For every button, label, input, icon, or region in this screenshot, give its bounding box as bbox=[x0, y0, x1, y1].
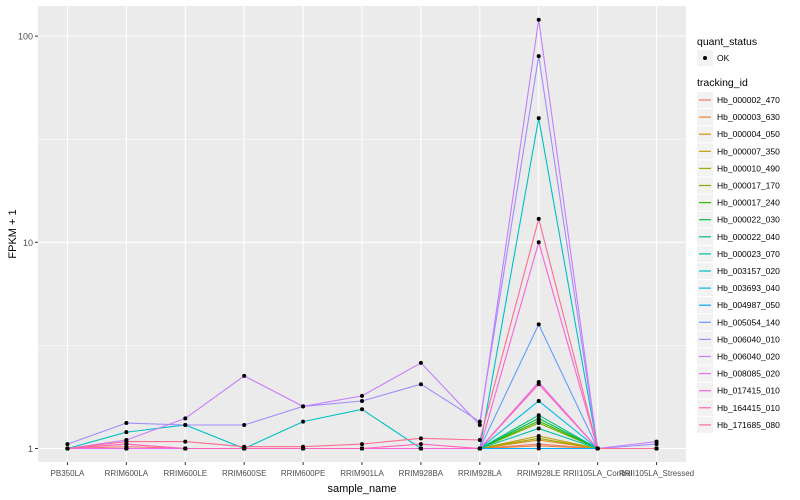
data-point bbox=[536, 240, 541, 245]
x-tick-label: RRIM928LE bbox=[517, 469, 561, 478]
legend-series-label: Hb_017415_010 bbox=[717, 386, 780, 396]
data-point bbox=[654, 446, 659, 451]
data-point bbox=[477, 446, 482, 451]
data-point bbox=[536, 398, 541, 403]
data-point bbox=[124, 446, 129, 451]
x-tick-label: RRIM901LA bbox=[340, 469, 384, 478]
x-tick-label: RRIM928BA bbox=[399, 469, 444, 478]
data-point bbox=[536, 382, 541, 387]
legend-series-label: Hb_000022_030 bbox=[717, 215, 780, 225]
legend-series-label: Hb_000003_630 bbox=[717, 112, 780, 122]
x-tick-label: RRIM600SE bbox=[222, 469, 266, 478]
data-point bbox=[536, 17, 541, 22]
data-point bbox=[360, 393, 364, 398]
legend-series-label: Hb_171685_080 bbox=[717, 420, 780, 430]
data-point bbox=[242, 373, 247, 378]
legend-series-label: Hb_000007_350 bbox=[717, 146, 780, 156]
x-axis: PB350LA RRIM600LA RRIM600LE RRIM600SE RRIM60… bbox=[51, 462, 694, 478]
data-point bbox=[360, 446, 364, 451]
x-tick-label: PB350LA bbox=[51, 469, 85, 478]
data-point bbox=[301, 444, 306, 449]
data-point bbox=[301, 404, 306, 409]
data-point bbox=[536, 216, 541, 221]
data-point bbox=[183, 423, 188, 428]
data-point bbox=[242, 423, 247, 428]
data-point bbox=[65, 446, 70, 451]
x-tick-label: RRII105LA_Stressed bbox=[619, 469, 694, 478]
data-point bbox=[536, 413, 541, 418]
legend-series-label: Hb_006040_020 bbox=[717, 352, 780, 362]
data-point bbox=[301, 419, 306, 424]
data-point bbox=[536, 426, 541, 431]
legend-point-symbol bbox=[703, 56, 707, 60]
x-tick-label: RRII105LA_Control bbox=[563, 469, 633, 478]
data-point bbox=[536, 116, 541, 121]
x-tick-label: RRIM928LA bbox=[458, 469, 502, 478]
legend-series-label: Hb_000022_040 bbox=[717, 232, 780, 242]
y-axis-title: FPKM + 1 bbox=[7, 209, 19, 258]
legend-series-label: Hb_164415_010 bbox=[717, 403, 780, 413]
data-point bbox=[477, 423, 482, 428]
data-point bbox=[418, 442, 423, 447]
data-point bbox=[65, 442, 70, 447]
legend-series-label: Hb_000017_170 bbox=[717, 181, 780, 191]
data-point bbox=[654, 439, 659, 444]
legend-series-label: Hb_003693_040 bbox=[717, 283, 780, 293]
data-points bbox=[65, 17, 659, 451]
legend-shape-label: OK bbox=[717, 53, 730, 63]
data-point bbox=[536, 436, 541, 441]
data-point bbox=[242, 444, 247, 449]
legend-series-label: Hb_000002_470 bbox=[717, 95, 780, 105]
legend-series-label: Hb_008085_020 bbox=[717, 369, 780, 379]
x-tick-label: RRIM600LA bbox=[105, 469, 149, 478]
grid bbox=[38, 6, 686, 462]
data-point bbox=[124, 439, 129, 444]
data-point bbox=[536, 54, 541, 59]
legend-series-label: Hb_000023_070 bbox=[717, 249, 780, 259]
data-point bbox=[536, 446, 541, 451]
legend-series-label: Hb_000017_240 bbox=[717, 198, 780, 208]
legend-series-label: Hb_004987_050 bbox=[717, 300, 780, 310]
y-tick-label: 10 bbox=[23, 238, 33, 248]
data-point bbox=[477, 419, 482, 424]
legend-series-label: Hb_005054_140 bbox=[717, 317, 780, 327]
legend-series-label: Hb_000004_050 bbox=[717, 129, 780, 139]
x-axis-title: sample_name bbox=[327, 483, 396, 495]
data-point bbox=[418, 382, 423, 387]
legend-series-label: Hb_000010_490 bbox=[717, 163, 780, 173]
data-point bbox=[360, 442, 364, 447]
y-axis: 1 10 100 bbox=[18, 32, 38, 454]
y-tick-label: 100 bbox=[18, 32, 33, 42]
data-point bbox=[418, 446, 423, 451]
data-point bbox=[183, 446, 188, 451]
data-point bbox=[124, 420, 129, 425]
data-point bbox=[418, 360, 423, 365]
data-point bbox=[183, 439, 188, 444]
data-point bbox=[536, 322, 541, 327]
data-point bbox=[360, 398, 364, 403]
x-tick-label: RRIM600PE bbox=[281, 469, 325, 478]
legend-shape-title: quant_status bbox=[697, 36, 757, 48]
legend: quant_status tracking_id OK Hb_000002_470… bbox=[697, 36, 780, 433]
legend-series-label: Hb_006040_010 bbox=[717, 334, 780, 344]
data-point bbox=[536, 416, 541, 421]
data-point bbox=[183, 416, 188, 421]
data-point bbox=[595, 446, 600, 451]
y-tick-label: 1 bbox=[28, 444, 33, 454]
data-point bbox=[124, 430, 129, 435]
legend-series-label: Hb_003157_020 bbox=[717, 266, 780, 276]
data-point bbox=[418, 436, 423, 441]
x-tick-label: RRIM600LE bbox=[163, 469, 207, 478]
legend-color-title: tracking_id bbox=[697, 77, 748, 89]
data-point bbox=[360, 407, 364, 412]
data-point bbox=[477, 437, 482, 442]
